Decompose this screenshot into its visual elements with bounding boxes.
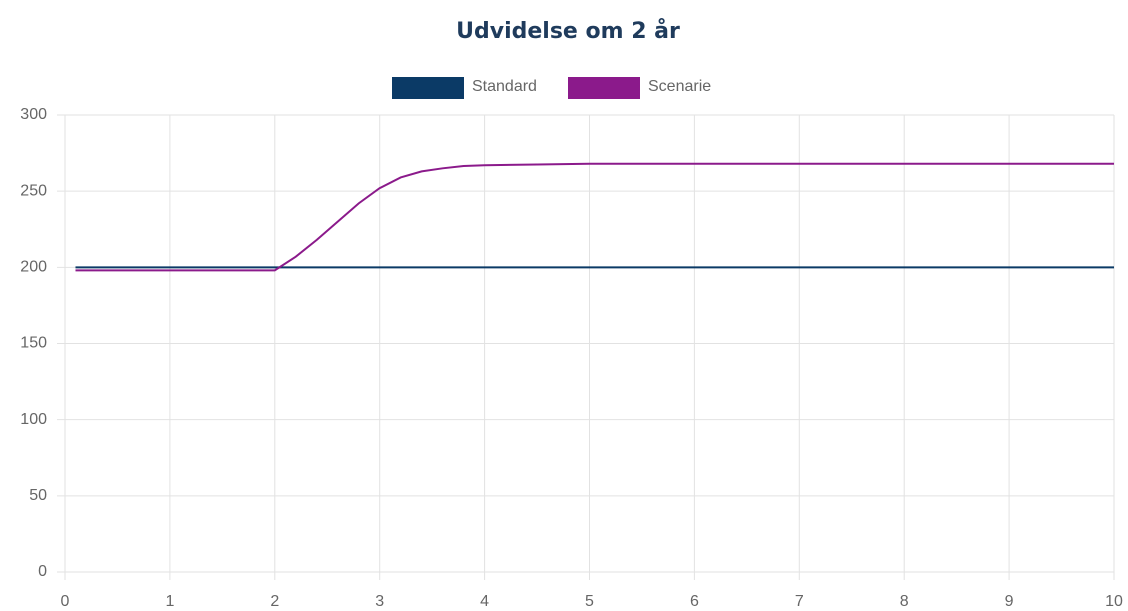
x-tick-label: 8 <box>900 593 909 610</box>
y-tick-label: 300 <box>20 106 47 123</box>
legend-swatch <box>392 77 464 99</box>
y-tick-label: 0 <box>38 563 47 580</box>
y-tick-label: 250 <box>20 182 47 199</box>
x-tick-label: 4 <box>480 593 489 610</box>
series-line <box>75 162 1114 272</box>
x-tick-label: 7 <box>795 593 804 610</box>
chart-title: Udvidelse om 2 år <box>456 18 680 44</box>
y-tick-label: 200 <box>20 259 47 276</box>
legend-swatch <box>568 77 640 99</box>
legend-label: Scenarie <box>648 78 711 95</box>
x-tick-label: 9 <box>1005 593 1014 610</box>
x-tick-label: 10 <box>1105 593 1123 610</box>
x-tick-label: 0 <box>61 593 70 610</box>
y-tick-label: 50 <box>29 487 47 504</box>
x-tick-label: 5 <box>585 593 594 610</box>
x-tick-label: 3 <box>375 593 384 610</box>
y-tick-label: 150 <box>20 335 47 352</box>
x-tick-label: 1 <box>165 593 174 610</box>
legend-label: Standard <box>472 78 537 95</box>
y-tick-label: 100 <box>20 411 47 428</box>
x-tick-label: 6 <box>690 593 699 610</box>
x-tick-label: 2 <box>270 593 279 610</box>
